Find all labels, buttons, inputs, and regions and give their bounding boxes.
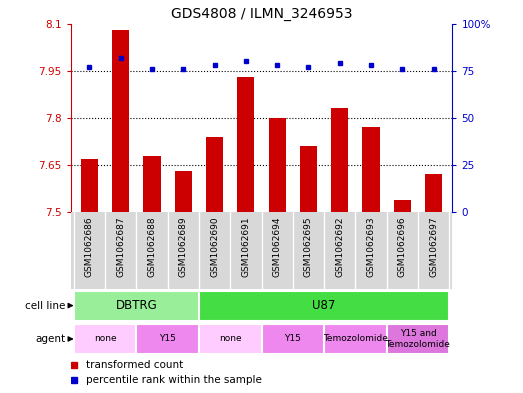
- Bar: [425, 174, 442, 212]
- Text: percentile rank within the sample: percentile rank within the sample: [86, 375, 262, 385]
- Bar: [206, 137, 223, 212]
- Text: GSM1062695: GSM1062695: [304, 216, 313, 277]
- Bar: [394, 200, 411, 212]
- Text: GSM1062692: GSM1062692: [335, 216, 344, 277]
- Bar: [386, 324, 449, 354]
- Bar: [331, 108, 348, 212]
- Text: GSM1062690: GSM1062690: [210, 216, 219, 277]
- Bar: [362, 127, 380, 212]
- Text: GSM1062688: GSM1062688: [147, 216, 156, 277]
- Bar: [112, 30, 129, 212]
- Text: Temozolomide: Temozolomide: [323, 334, 388, 343]
- Bar: [143, 156, 161, 212]
- Text: GSM1062697: GSM1062697: [429, 216, 438, 277]
- Title: GDS4808 / ILMN_3246953: GDS4808 / ILMN_3246953: [170, 7, 353, 21]
- Text: Y15: Y15: [285, 334, 301, 343]
- Bar: [81, 159, 98, 212]
- Bar: [268, 118, 286, 212]
- Bar: [237, 77, 255, 212]
- Text: GSM1062694: GSM1062694: [272, 216, 282, 277]
- Text: U87: U87: [312, 299, 336, 312]
- Bar: [199, 290, 449, 321]
- Text: GSM1062693: GSM1062693: [367, 216, 376, 277]
- Text: GSM1062686: GSM1062686: [85, 216, 94, 277]
- Text: none: none: [219, 334, 242, 343]
- Text: GSM1062696: GSM1062696: [398, 216, 407, 277]
- Bar: [262, 324, 324, 354]
- Bar: [324, 324, 386, 354]
- Text: agent: agent: [35, 334, 65, 344]
- Text: GSM1062689: GSM1062689: [179, 216, 188, 277]
- Text: cell line: cell line: [25, 301, 65, 310]
- Bar: [300, 146, 317, 212]
- Bar: [74, 290, 199, 321]
- Text: Y15 and
Temozolomide: Y15 and Temozolomide: [385, 329, 450, 349]
- Text: transformed count: transformed count: [86, 360, 183, 370]
- Text: DBTRG: DBTRG: [116, 299, 157, 312]
- Bar: [74, 324, 137, 354]
- Text: Y15: Y15: [159, 334, 176, 343]
- Bar: [175, 171, 192, 212]
- Bar: [199, 324, 262, 354]
- Text: GSM1062691: GSM1062691: [241, 216, 251, 277]
- Text: GSM1062687: GSM1062687: [116, 216, 125, 277]
- Bar: [137, 324, 199, 354]
- Text: none: none: [94, 334, 116, 343]
